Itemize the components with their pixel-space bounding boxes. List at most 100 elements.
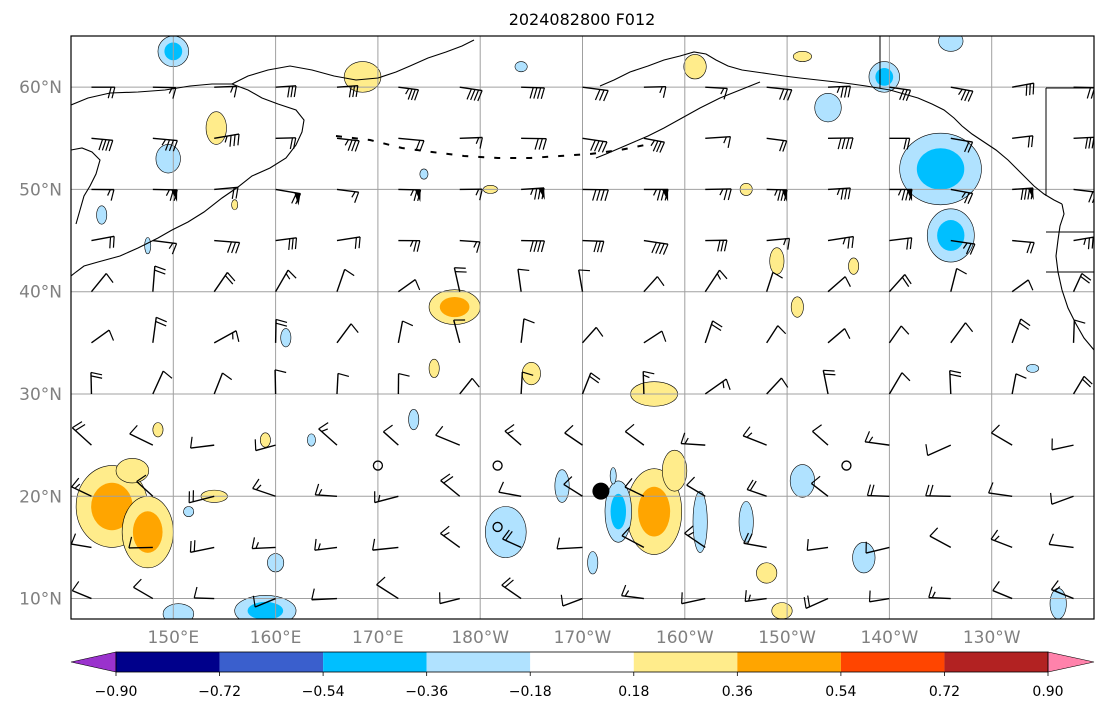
- wind-barb: [766, 377, 789, 395]
- wind-barb: [624, 477, 645, 497]
- wind-barb: [950, 322, 974, 344]
- wind-barb: [743, 532, 767, 549]
- wind-barb: [827, 276, 851, 293]
- positive-anomaly-area-level-1: [848, 257, 860, 275]
- wind-barb: [274, 369, 287, 394]
- wind-barb: [314, 538, 338, 551]
- wind-barb: [1012, 187, 1034, 201]
- wind-barb: [643, 330, 667, 344]
- wind-barb: [453, 267, 467, 292]
- wind-barb: [521, 239, 546, 253]
- wind-barb: [336, 236, 361, 249]
- wind-barb: [398, 86, 420, 101]
- positive-anomaly-area-level-2: [91, 482, 133, 531]
- positive-anomaly-area-level-1: [756, 562, 778, 584]
- negative-anomaly-area-level-2: [247, 601, 284, 619]
- wind-barb: [252, 595, 276, 608]
- wind-barb: [988, 482, 1013, 497]
- colorbar-segment: [633, 652, 738, 672]
- negative-anomaly-area-level-2: [937, 220, 965, 251]
- barb-pennant: [1027, 188, 1034, 201]
- wind-barb: [950, 267, 967, 292]
- wind-barb: [214, 239, 241, 254]
- map-frame: [70, 35, 1095, 620]
- coastline-alaska: [599, 51, 1063, 205]
- wind-barb: [704, 378, 731, 395]
- wind-barb: [925, 444, 952, 457]
- wind-barb: [866, 484, 890, 497]
- colorbar-tick-label: −0.72: [198, 684, 241, 700]
- barb-pennant: [415, 189, 421, 202]
- wind-barb: [152, 137, 178, 152]
- barb-pennant: [906, 189, 913, 202]
- longitude-label: 170°W: [554, 628, 612, 648]
- wind-barb: [214, 186, 239, 199]
- wind-barb: [1011, 318, 1031, 344]
- calm-wind-circle: [492, 521, 503, 533]
- colorbar-tick-label: −0.90: [95, 684, 138, 700]
- wind-barb-layer: [71, 82, 1094, 609]
- wind-barb: [581, 372, 601, 395]
- wind-barb: [372, 538, 399, 551]
- negative-anomaly-area-level-1: [852, 541, 876, 574]
- positive-anomaly-area-level-1: [205, 111, 227, 145]
- wind-barb: [950, 239, 976, 255]
- wind-barb: [705, 188, 732, 201]
- colorbar-tick-label: 0.54: [825, 684, 856, 700]
- wind-barb: [582, 239, 605, 253]
- wind-barb: [643, 86, 667, 98]
- wind-barb: [152, 239, 178, 255]
- wind-barb: [684, 525, 706, 548]
- wind-barb: [1011, 373, 1027, 395]
- wind-barb: [889, 137, 911, 150]
- colorbar-max-extension: [1047, 651, 1095, 673]
- longitude-label: 130°W: [963, 628, 1021, 648]
- negative-anomaly-area-level-1: [609, 467, 617, 485]
- wind-barb: [190, 436, 215, 449]
- wind-barb: [1012, 82, 1035, 96]
- wind-barb: [705, 86, 728, 100]
- negative-anomaly-area-level-1: [514, 61, 528, 73]
- wind-barb: [459, 86, 483, 102]
- wind-barb: [643, 188, 669, 202]
- wind-barb: [827, 235, 854, 249]
- wind-barb: [275, 237, 298, 250]
- wind-barb: [382, 424, 399, 446]
- wind-barb: [336, 268, 355, 292]
- barb-pennant: [171, 189, 178, 202]
- negative-anomaly-area-level-1: [738, 501, 754, 543]
- negative-anomaly-area-level-1: [692, 490, 708, 553]
- longitude-label: 160°E: [250, 628, 302, 648]
- wind-barb: [136, 474, 154, 497]
- wind-barb: [1048, 533, 1074, 549]
- barb-pennant: [662, 189, 669, 202]
- wind-barb: [398, 239, 421, 252]
- colorbar-tick-label: 0.90: [1032, 684, 1063, 700]
- wind-barb: [564, 424, 583, 446]
- wind-barb: [214, 85, 238, 98]
- positive-anomaly-area-level-1: [683, 54, 707, 80]
- colorbar-segment: [530, 652, 634, 672]
- colorbar-tick-label: 0.18: [618, 684, 649, 700]
- latitude-label: 20°N: [19, 487, 62, 507]
- wind-barb: [504, 424, 522, 446]
- wind-barb: [643, 276, 665, 293]
- wind-barb: [521, 137, 547, 150]
- wind-barb: [71, 533, 92, 549]
- wind-barb: [889, 188, 913, 202]
- wind-barb: [1011, 279, 1034, 293]
- wind-barb: [336, 85, 359, 98]
- wind-barb: [71, 421, 92, 446]
- wind-barb: [581, 326, 604, 344]
- wind-barb: [1073, 236, 1094, 250]
- wind-barb: [91, 188, 115, 201]
- wind-barb: [681, 592, 706, 605]
- positive-anomaly-area-level-1: [428, 358, 440, 378]
- colorbar-tick-label: −0.36: [405, 684, 448, 700]
- wind-barb: [440, 473, 461, 497]
- colorbar-segment: [840, 652, 945, 672]
- wind-barb: [152, 316, 167, 343]
- colorbar-segment: [219, 652, 324, 672]
- wind-barb: [152, 188, 178, 202]
- colorbar-segment: [116, 652, 220, 672]
